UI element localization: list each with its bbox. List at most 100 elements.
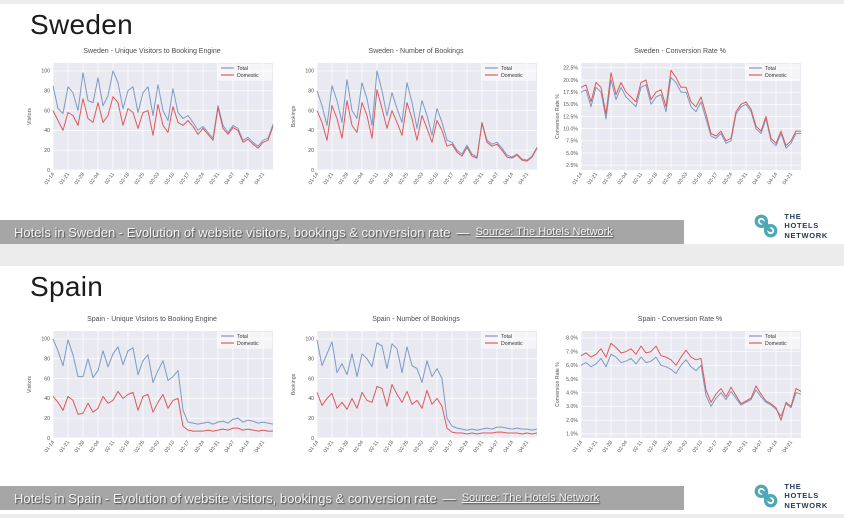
svg-text:02-25: 02-25	[662, 172, 675, 186]
svg-text:Bookings: Bookings	[291, 373, 297, 395]
logo-line: NETWORK	[784, 500, 828, 510]
svg-text:Bookings: Bookings	[291, 105, 297, 127]
svg-text:03-31: 03-31	[737, 440, 750, 454]
svg-text:02-04: 02-04	[617, 440, 630, 454]
logo-line: HOTELS	[784, 491, 819, 501]
spain-charts-row: Spain - Unique Visitors to Booking Engin…	[26, 316, 810, 470]
svg-text:02-11: 02-11	[632, 172, 644, 186]
svg-text:80: 80	[44, 357, 50, 363]
svg-text:03-31: 03-31	[473, 172, 486, 186]
svg-text:04-21: 04-21	[254, 440, 267, 454]
svg-text:03-24: 03-24	[458, 172, 471, 186]
svg-text:01-21: 01-21	[587, 172, 600, 186]
svg-text:03-17: 03-17	[707, 440, 720, 454]
svg-text:04-21: 04-21	[782, 172, 795, 186]
svg-text:Domestic: Domestic	[237, 73, 259, 79]
svg-text:04-14: 04-14	[239, 440, 252, 454]
svg-text:02-04: 02-04	[89, 172, 102, 186]
svg-text:0: 0	[311, 436, 314, 442]
svg-text:3.0%: 3.0%	[566, 404, 578, 410]
svg-text:80: 80	[308, 357, 314, 363]
svg-text:Visitors: Visitors	[27, 376, 33, 393]
svg-text:15.0%: 15.0%	[563, 102, 578, 108]
svg-text:22.5%: 22.5%	[563, 66, 578, 72]
caption-dash: —	[442, 490, 456, 506]
svg-text:04-21: 04-21	[254, 172, 267, 186]
svg-text:03-10: 03-10	[428, 440, 441, 454]
svg-text:Domestic: Domestic	[501, 73, 523, 79]
svg-text:01-28: 01-28	[338, 440, 351, 454]
svg-text:04-14: 04-14	[767, 440, 780, 454]
svg-text:Total: Total	[237, 334, 248, 340]
svg-text:02-18: 02-18	[647, 172, 660, 186]
svg-text:Total: Total	[765, 66, 776, 72]
svg-text:Domestic: Domestic	[765, 341, 787, 347]
svg-text:Total: Total	[501, 334, 512, 340]
section-title-spain: Spain	[30, 271, 104, 302]
svg-text:02-04: 02-04	[353, 172, 366, 186]
svg-text:0: 0	[311, 168, 314, 174]
svg-text:03-17: 03-17	[179, 172, 192, 186]
svg-text:5.0%: 5.0%	[566, 151, 578, 157]
svg-text:60: 60	[44, 108, 50, 114]
svg-text:01-21: 01-21	[323, 440, 336, 454]
svg-text:Conversion Rate %: Conversion Rate %	[555, 362, 561, 407]
hotels-network-icon	[753, 213, 779, 239]
svg-text:04-07: 04-07	[224, 172, 237, 186]
logo-line: NETWORK	[784, 230, 828, 240]
hotels-network-icon	[753, 483, 779, 509]
svg-text:04-21: 04-21	[518, 172, 531, 186]
svg-text:03-31: 03-31	[737, 172, 750, 186]
chart-canvas: 01-14 01-21 01-28 02-04 02-11 02-18 02-25 03-03…	[291, 63, 538, 186]
svg-text:20.0%: 20.0%	[563, 78, 578, 84]
svg-text:Conversion Rate %: Conversion Rate %	[555, 94, 561, 139]
chart-title: Sweden - Conversion Rate %	[634, 48, 726, 55]
svg-text:03-10: 03-10	[692, 440, 705, 454]
sweden-section: Sweden Sweden - Unique Visitors to Booki…	[0, 4, 844, 244]
svg-text:80: 80	[308, 89, 314, 95]
caption-bar-spain: Hotels in Spain - Evolution of website v…	[0, 486, 684, 510]
svg-text:5.0%: 5.0%	[566, 377, 578, 383]
svg-text:40: 40	[308, 396, 314, 402]
svg-text:03-03: 03-03	[413, 440, 426, 454]
svg-text:02-25: 02-25	[662, 440, 675, 454]
svg-text:40: 40	[44, 128, 50, 134]
svg-text:04-14: 04-14	[503, 172, 516, 186]
svg-text:01-21: 01-21	[59, 172, 72, 186]
svg-text:03-31: 03-31	[209, 440, 222, 454]
svg-text:02-04: 02-04	[617, 172, 630, 186]
svg-text:02-11: 02-11	[368, 172, 380, 186]
chart-canvas: 01-14 01-21 01-28 02-04 02-11 02-18 02-25 03-03…	[27, 331, 274, 454]
svg-text:03-10: 03-10	[692, 172, 705, 186]
caption-text: Hotels in Spain - Evolution of website v…	[14, 490, 437, 506]
svg-text:02-25: 02-25	[134, 440, 147, 454]
svg-text:04-07: 04-07	[488, 172, 501, 186]
svg-text:01-21: 01-21	[59, 440, 72, 454]
chart-canvas: 01-14 01-21 01-28 02-04 02-11 02-18 02-25 03-03…	[555, 63, 801, 186]
svg-text:02-04: 02-04	[89, 440, 102, 454]
svg-text:60: 60	[308, 376, 314, 382]
svg-text:01-28: 01-28	[602, 440, 615, 454]
svg-text:02-25: 02-25	[398, 440, 411, 454]
svg-text:20: 20	[308, 416, 314, 422]
svg-text:60: 60	[308, 108, 314, 114]
svg-text:01-28: 01-28	[74, 440, 87, 454]
svg-text:03-10: 03-10	[164, 172, 177, 186]
svg-text:03-17: 03-17	[707, 172, 720, 186]
svg-text:03-24: 03-24	[458, 440, 471, 454]
svg-text:8.0%: 8.0%	[566, 336, 578, 342]
sweden-charts-row: Sweden - Unique Visitors to Booking Engi…	[26, 48, 810, 202]
hotels-network-logo: THE HOTELS NETWORK	[749, 209, 832, 242]
svg-text:4.0%: 4.0%	[566, 391, 578, 397]
chart-spain-conversion-rate: Spain - Conversion Rate % 01-14 01-21 01-2…	[554, 316, 810, 470]
svg-text:01-28: 01-28	[74, 172, 87, 186]
svg-text:02-18: 02-18	[383, 440, 396, 454]
svg-text:01-21: 01-21	[587, 440, 600, 454]
chart-spain-bookings: Spain - Number of Bookings 01-14 01-21 01-…	[290, 316, 546, 470]
svg-text:0: 0	[47, 168, 50, 174]
svg-text:02-11: 02-11	[104, 440, 116, 454]
svg-text:03-17: 03-17	[443, 440, 456, 454]
svg-text:03-24: 03-24	[194, 440, 207, 454]
svg-text:03-03: 03-03	[677, 172, 690, 186]
svg-text:03-24: 03-24	[722, 440, 735, 454]
